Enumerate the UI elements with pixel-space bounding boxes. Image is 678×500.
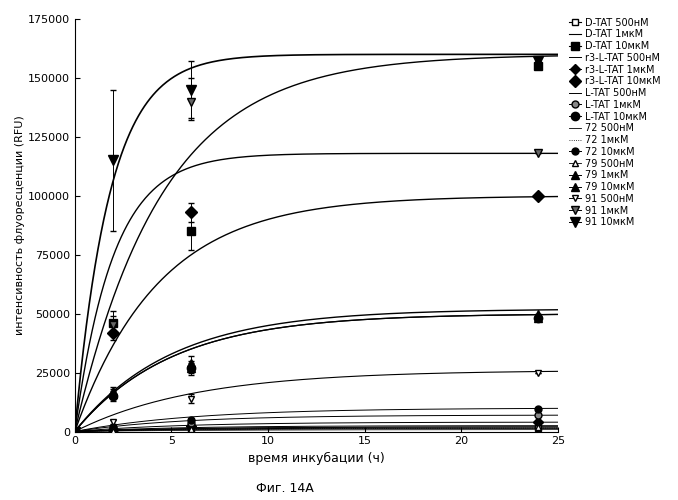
Text: Фиг. 14А: Фиг. 14А: [256, 482, 314, 495]
Y-axis label: интенсивность флуоресценции (RFU): интенсивность флуоресценции (RFU): [15, 116, 25, 335]
Legend: D-TAT 500нМ, D-TAT 1мкМ, D-TAT 10мкМ, r3-L-TAT 500нМ, r3-L-TAT 1мкМ, r3-L-TAT 10: D-TAT 500нМ, D-TAT 1мкМ, D-TAT 10мкМ, r3…: [567, 16, 662, 229]
X-axis label: время инкубации (ч): время инкубации (ч): [248, 452, 384, 465]
